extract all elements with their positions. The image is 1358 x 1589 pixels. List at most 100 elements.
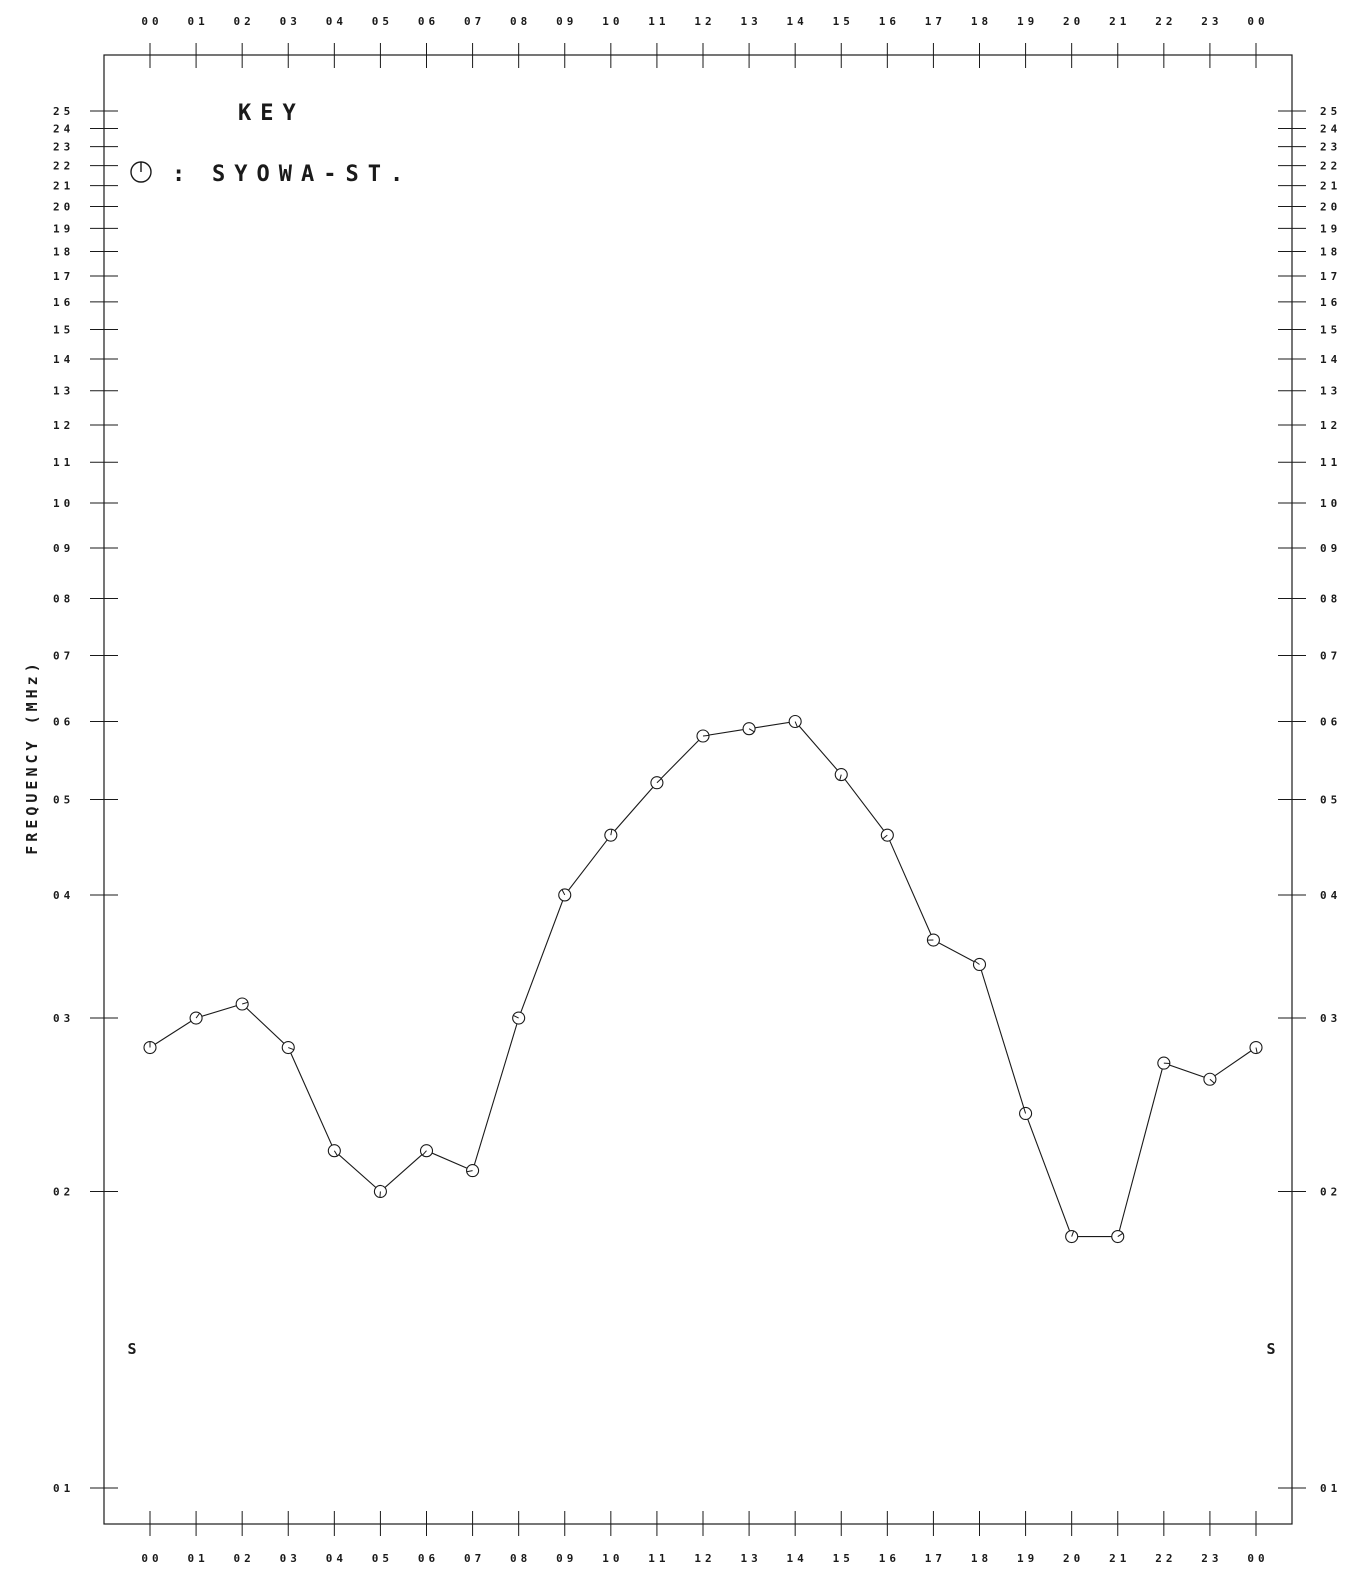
key-legend: KEY : SYOWA-ST. [130,101,403,187]
data-point [512,1011,526,1025]
y-tick-label-right: 23 [1320,141,1341,154]
x-tick-label-bottom: 10 [602,1552,623,1565]
y-tick-label-left: 12 [53,419,74,432]
x-tick-label-bottom: 07 [464,1552,485,1565]
y-tick-label-right: 17 [1320,270,1341,283]
y-tick-label-left: 03 [53,1012,74,1025]
y-tick-label-left: 15 [53,324,74,337]
x-tick-label-bottom: 00 [141,1552,162,1565]
y-tick-label-right: 16 [1320,296,1341,309]
x-tick-label-top: 06 [418,15,439,28]
y-tick-label-right: 03 [1320,1012,1341,1025]
x-tick-label-top: 17 [925,15,946,28]
y-tick-label-left: 06 [53,716,74,729]
x-tick-label-bottom: 17 [925,1552,946,1565]
y-tick-label-left: 10 [53,497,74,510]
data-point-tick [702,734,710,737]
y-tick-label-right: 07 [1320,650,1341,663]
axes-layer [103,54,1293,1525]
syowa-marker-icon [130,161,152,183]
y-tick-label-left: 17 [53,270,74,283]
y-tick-label-right: 19 [1320,222,1341,235]
data-point-tick [195,1012,201,1019]
y-tick-label-right: 02 [1320,1185,1341,1198]
x-tick-label-top: 00 [141,15,162,28]
data-point-tick [1209,1078,1215,1084]
data-point [189,1011,203,1025]
data-point-tick [882,834,888,840]
x-tick-label-bottom: 23 [1201,1552,1222,1565]
data-point [1019,1106,1033,1121]
key-heading: KEY [238,101,305,126]
x-tick-label-bottom: 02 [234,1552,255,1565]
y-tick-label-right: 11 [1320,456,1341,469]
y-tick-label-left: 01 [53,1482,74,1495]
y-tick-label-left: 16 [53,296,74,309]
x-tick-label-bottom: 12 [694,1552,715,1565]
data-point [1065,1230,1079,1244]
y-tick-label-left: 09 [53,542,74,555]
y-tick-label-right: 05 [1320,794,1341,807]
x-tick-label-bottom: 04 [326,1552,347,1565]
data-point [1203,1072,1217,1086]
y-tick-label-left: 04 [53,889,74,902]
y-tick-label-right: 18 [1320,246,1341,259]
x-tick-label-bottom: 19 [1017,1552,1038,1565]
data-point [834,768,848,782]
x-tick-label-top: 09 [556,15,577,28]
y-tick-label-right: 13 [1320,385,1341,398]
x-tick-label-top: 21 [1109,15,1130,28]
data-point-tick [288,1047,295,1051]
x-tick-label-top: 14 [787,15,808,28]
series-layer [143,714,1263,1244]
end-s-marker: S [1266,1340,1275,1358]
x-tick-label-top: 01 [187,15,208,28]
data-point [742,722,756,736]
y-tick-label-left: 21 [53,180,74,193]
x-tick-label-top: 23 [1201,15,1222,28]
x-tick-label-bottom: 14 [787,1552,808,1565]
data-point [1157,1056,1171,1070]
y-tick-label-left: 23 [53,141,74,154]
y-tick-label-left: 19 [53,222,74,235]
y-tick-label-right: 08 [1320,592,1341,605]
y-tick-label-right: 21 [1320,180,1341,193]
data-point [558,888,572,902]
data-point-tick [1255,1047,1258,1054]
ticks-layer: 00 00 01 01 02 02 03 03 04 04 05 05 06 06 07 07 08 08 09 09… [53,15,1341,1565]
x-tick-label-bottom: 11 [648,1552,669,1565]
data-point [143,1040,157,1055]
x-tick-label-top: 10 [602,15,623,28]
x-tick-label-top: 16 [879,15,900,28]
data-point-tick [333,1150,338,1157]
x-tick-label-bottom: 05 [372,1552,393,1565]
x-tick-label-bottom: 18 [971,1552,992,1565]
x-tick-label-bottom: 16 [879,1552,900,1565]
data-point [419,1144,434,1158]
data-point-tick [1023,1107,1027,1114]
data-point-tick [242,1001,249,1005]
data-point-tick [1071,1230,1075,1237]
x-tick-label-bottom: 01 [187,1552,208,1565]
y-tick-label-left: 20 [53,200,74,213]
data-point-tick [974,960,980,965]
y-tick-label-right: 20 [1320,200,1341,213]
x-tick-label-bottom: 22 [1155,1552,1176,1565]
x-tick-label-top: 20 [1063,15,1084,28]
x-tick-label-top: 18 [971,15,992,28]
x-tick-label-top: 07 [464,15,485,28]
y-tick-label-right: 09 [1320,542,1341,555]
x-tick-label-top: 22 [1155,15,1176,28]
y-tick-label-right: 15 [1320,324,1341,337]
data-point [972,957,987,972]
data-point [696,729,710,743]
x-tick-label-bottom: 09 [556,1552,577,1565]
data-point-tick [1117,1232,1124,1237]
data-point-tick [379,1191,381,1198]
data-point-tick [794,721,798,728]
y-tick-label-left: 25 [53,105,74,118]
data-point-tick [561,889,566,896]
data-point [788,714,802,729]
x-tick-label-top: 03 [280,15,301,28]
